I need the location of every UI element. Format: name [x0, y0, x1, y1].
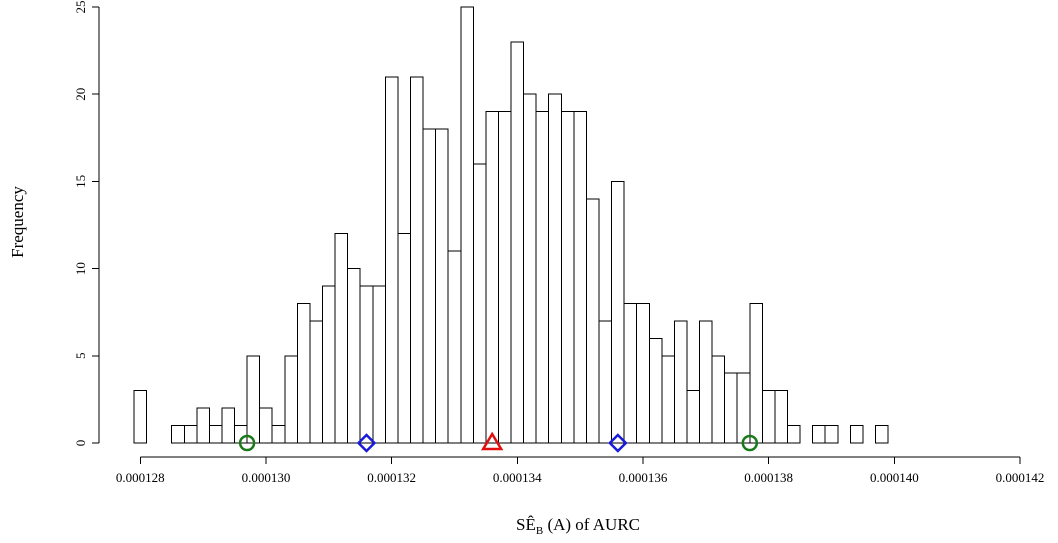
histogram-bar	[133, 390, 148, 444]
histogram-bar	[472, 163, 487, 444]
histogram-bar	[322, 285, 336, 444]
histogram-bar	[271, 425, 286, 444]
histogram-bar	[171, 425, 185, 444]
circle-marker	[238, 434, 256, 452]
histogram-bar	[749, 302, 763, 444]
histogram-bar	[334, 233, 349, 444]
x-tick-label: 0.000132	[367, 470, 416, 485]
histogram-bar	[761, 390, 776, 444]
histogram-bar	[296, 302, 311, 444]
histogram-bar	[259, 407, 273, 444]
x-tick-label: 0.000140	[870, 470, 919, 485]
x-tick-label: 0.000136	[619, 470, 668, 485]
histogram-bar	[874, 425, 889, 444]
histogram-bar	[611, 180, 625, 444]
histogram-bar	[535, 111, 550, 444]
histogram-bar	[573, 111, 587, 444]
triangle-marker	[480, 431, 504, 451]
histogram-bar	[774, 390, 789, 444]
x-axis-label-main: SÊ	[516, 515, 536, 534]
histogram-bar	[724, 372, 738, 444]
y-axis-label: Frequency	[8, 186, 27, 258]
histogram-bar	[598, 320, 613, 444]
y-tick-label: 10	[73, 262, 88, 275]
histogram-bar	[435, 128, 449, 444]
histogram-bar	[623, 302, 638, 444]
histogram-bar	[736, 372, 751, 444]
diamond-marker	[356, 433, 377, 453]
histogram-bar	[661, 355, 675, 444]
histogram-bar	[384, 76, 399, 444]
x-axis-label-rest: (A) of AURC	[543, 515, 640, 534]
histogram-bar	[636, 302, 650, 444]
x-tick-label: 0.000134	[493, 470, 542, 485]
histogram-bar	[497, 111, 512, 444]
y-tick-label: 20	[73, 88, 88, 101]
y-axis: 0 5 10 15 20 25	[73, 1, 100, 447]
histogram-bar	[510, 41, 525, 444]
histogram-bar	[208, 425, 223, 444]
histogram-bar	[196, 407, 210, 444]
x-axis: 0.000128 0.000130 0.000132 0.000134 0.000136…	[116, 456, 1045, 485]
histogram-bar	[485, 111, 499, 444]
histogram-bar	[686, 390, 701, 444]
x-axis-label: SÊB (A) of AURC	[516, 515, 640, 537]
y-tick-label: 5	[73, 353, 88, 360]
histogram-bar	[397, 233, 411, 444]
histogram-bar	[359, 285, 374, 444]
histogram-bar	[309, 320, 324, 444]
histogram-bar	[849, 425, 864, 444]
markers-group	[238, 431, 759, 453]
diamond-marker	[608, 433, 628, 453]
histogram-bar	[372, 285, 386, 444]
x-tick-label: 0.000130	[242, 470, 291, 485]
histogram-bar	[246, 355, 261, 444]
histogram-bar	[548, 93, 562, 444]
x-axis-label-subscript: B	[536, 525, 543, 537]
histogram-bar	[409, 76, 424, 444]
x-tick-label: 0.000128	[116, 470, 165, 485]
x-tick-label: 0.000142	[996, 470, 1045, 485]
histogram-bar	[523, 93, 537, 444]
histogram-bar	[422, 128, 437, 444]
histogram-bar	[585, 198, 600, 444]
histogram-bar	[183, 425, 198, 444]
histogram-bars	[133, 6, 889, 444]
histogram-bar	[787, 425, 801, 444]
histogram-bar	[284, 355, 298, 444]
histogram-bar	[648, 337, 663, 444]
y-tick-label: 15	[73, 175, 88, 188]
histogram-bar	[221, 407, 236, 444]
histogram-bar	[347, 268, 361, 444]
histogram-bar	[711, 355, 726, 444]
y-tick-label: 25	[73, 1, 88, 14]
histogram-bar	[812, 425, 826, 444]
x-tick-label: 0.000138	[744, 470, 793, 485]
histogram-bar	[447, 250, 462, 444]
circle-marker	[741, 434, 759, 452]
histogram-bar	[560, 111, 575, 444]
histogram-bar	[673, 320, 688, 444]
y-tick-label: 0	[73, 440, 88, 447]
histogram-bar	[699, 320, 713, 444]
histogram-bar	[824, 425, 839, 444]
histogram-bar	[460, 6, 474, 444]
